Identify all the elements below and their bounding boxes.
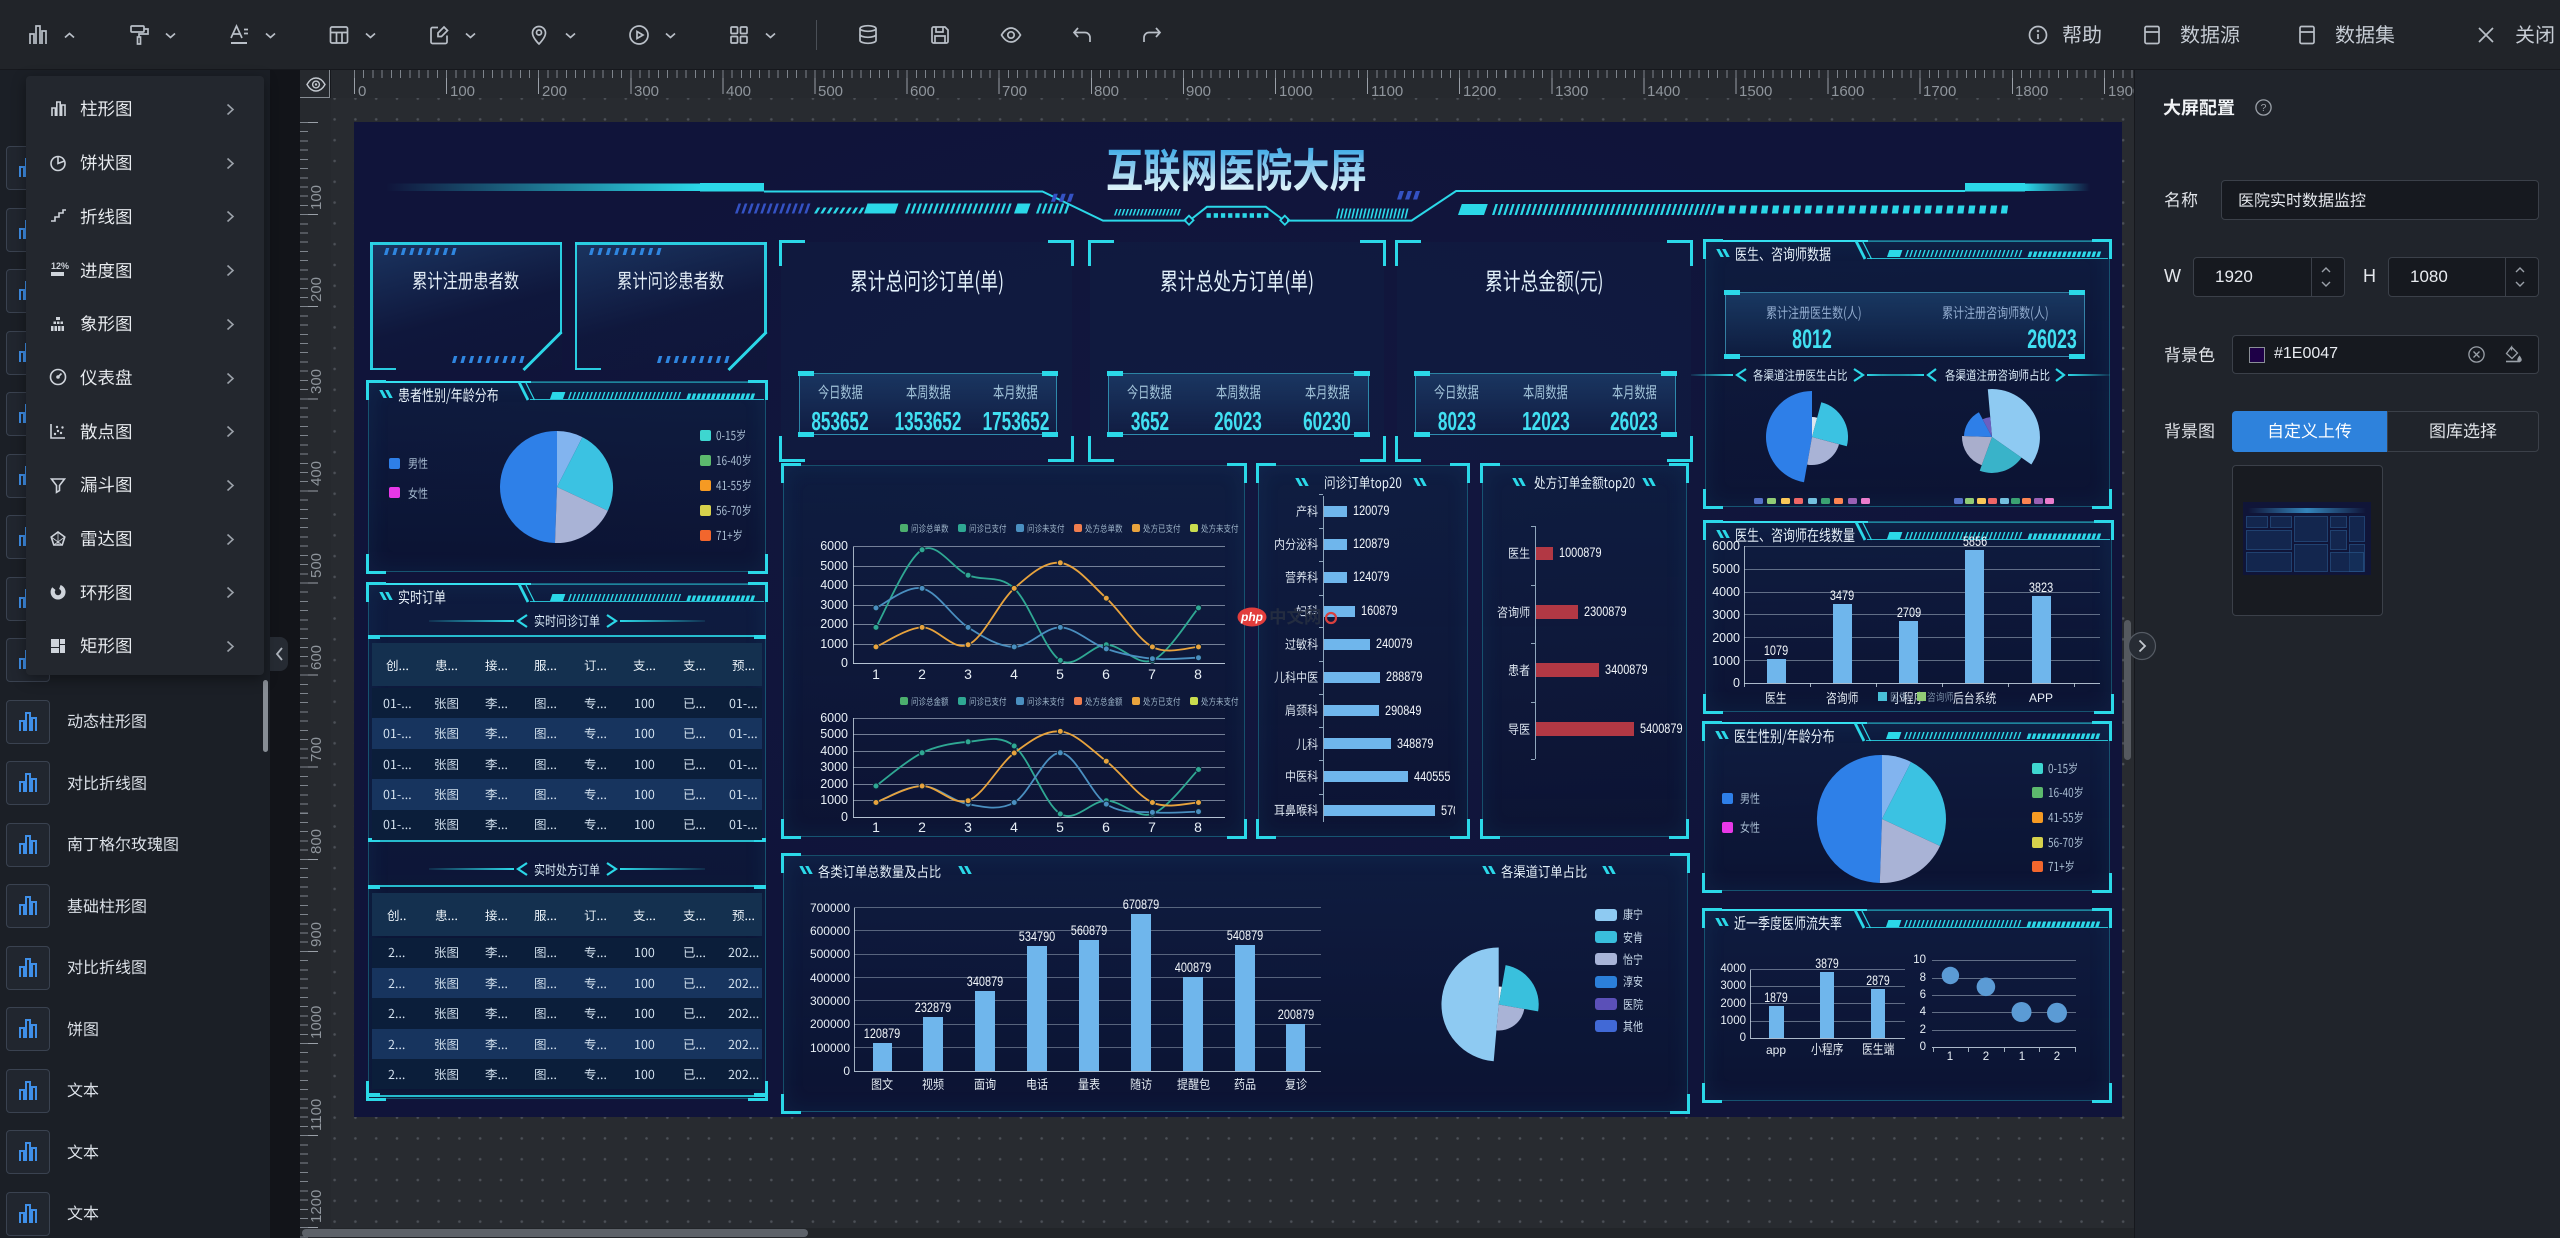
svg-text:12%: 12% [51,261,69,271]
svg-text:?: ? [2261,102,2267,114]
svg-text:php: php [1240,610,1263,624]
